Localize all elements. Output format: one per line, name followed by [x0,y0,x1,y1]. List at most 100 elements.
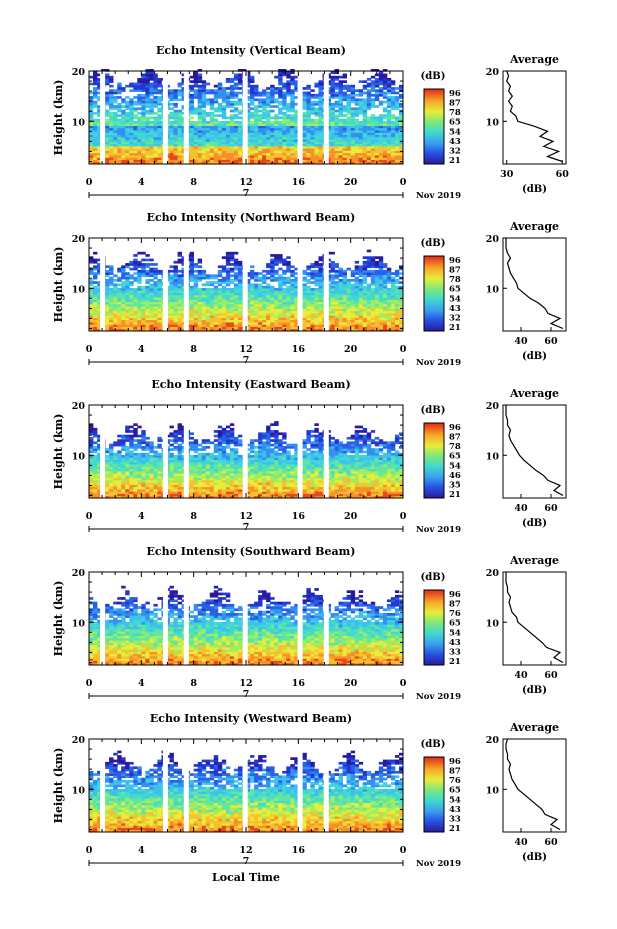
heatmap-cell [374,125,380,129]
heatmap-cell [153,297,158,300]
heatmap-cell [266,308,271,312]
heatmap-cell [153,96,158,99]
heatmap-cell [177,303,182,307]
heatmap-cell [314,288,319,291]
heatmap-cell [266,272,271,275]
heatmap-cell [125,123,130,126]
heatmap-cell [314,145,319,149]
heatmap-cell [233,299,239,302]
heatmap-cell [125,127,130,131]
heatmap-cell [217,269,223,273]
heatmap-cell [193,109,199,113]
heatmap-cell [97,285,102,289]
heatmap-cell [233,123,239,126]
heatmap-cell [318,105,323,108]
heatmap-cell [374,274,380,278]
heatmap-cell [121,322,126,325]
heatmap-cell [250,301,255,305]
heatmap-cell [314,141,319,145]
heatmap-cell [217,317,223,321]
heatmap-cell [237,91,243,95]
heatmap-cell [93,96,98,99]
x-tick-label: 4 [138,177,145,188]
heatmap-cell [318,301,323,305]
average-y-tick-label: 10 [486,117,500,128]
heatmap-cell [177,322,182,325]
heatmap-cell [278,288,283,291]
heatmap-cell [237,301,243,305]
heatmap-cell [354,109,360,113]
heatmap-cell [318,118,323,122]
heatmap-cell [121,136,126,140]
heatmap-cell [314,292,319,296]
heatmap-cell [189,93,194,97]
heatmap-cell [133,319,138,323]
heatmap-cell [378,324,384,327]
heatmap-cell [197,130,203,133]
heatmap-cell [338,102,343,106]
heatmap-cell [254,157,259,160]
heatmap-cell [334,87,339,90]
heatmap-cell [93,80,98,83]
heatmap-cell [93,102,98,106]
heatmap-cell [362,139,368,142]
heatmap-cell [254,91,259,95]
heatmap-cell [258,114,263,117]
heatmap-cell [89,148,94,151]
heatmap-cell [117,306,122,309]
heatmap-cell [93,145,98,149]
heatmap-cell [229,102,235,106]
heatmap-cell [302,269,307,273]
heatmap-cell [105,306,110,309]
heatmap-cell [306,312,311,316]
heatmap-cell [117,102,122,106]
heatmap-cell [205,281,211,284]
heatmap-cell [370,297,376,300]
heatmap-cell [145,269,150,273]
heatmap-cell [89,303,94,307]
heatmap-cell [105,139,110,142]
heatmap-cell [193,283,199,287]
heatmap-cell [338,130,343,133]
heatmap-cell [145,78,150,81]
heatmap-cell [362,91,368,95]
heatmap-cell [310,139,315,142]
heatmap-cell [254,136,259,140]
heatmap-cell [117,310,122,314]
heatmap-cell [121,324,126,327]
heatmap-cell [145,328,150,332]
heatmap-cell [282,315,287,318]
heatmap-cell [358,317,364,321]
heatmap-cell [93,132,98,135]
heatmap-cell [93,71,98,74]
heatmap-cell [193,130,199,133]
heatmap-cell [189,107,194,111]
heatmap-cell [282,263,287,266]
heatmap-cell [314,125,319,129]
heatmap-cell [346,308,351,312]
heatmap-cell [125,112,130,115]
heatmap-cell [129,125,134,129]
heatmap-cell [278,123,283,126]
heatmap-cell [153,274,158,278]
heatmap-cell [274,98,279,102]
heatmap-cell [89,310,94,314]
heatmap-cell [213,306,219,309]
heatmap-cell [229,155,235,158]
heatmap-cell [89,288,94,291]
heatmap-cell [189,105,194,108]
heatmap-cell [225,123,231,126]
heatmap-cell [246,91,251,95]
heatmap-cell [382,159,388,163]
heatmap-cell [254,285,259,289]
colorbar-tick-label: 78 [449,275,461,285]
heatmap-cell [342,139,347,142]
heatmap-cell [278,281,283,284]
heatmap-cell [266,152,271,156]
heatmap-cell [169,265,174,269]
heatmap-cell [153,263,158,266]
heatmap-cell [306,281,311,284]
heatmap-cell [386,315,392,318]
heatmap-cell [394,98,400,102]
heatmap-cell [262,299,267,302]
